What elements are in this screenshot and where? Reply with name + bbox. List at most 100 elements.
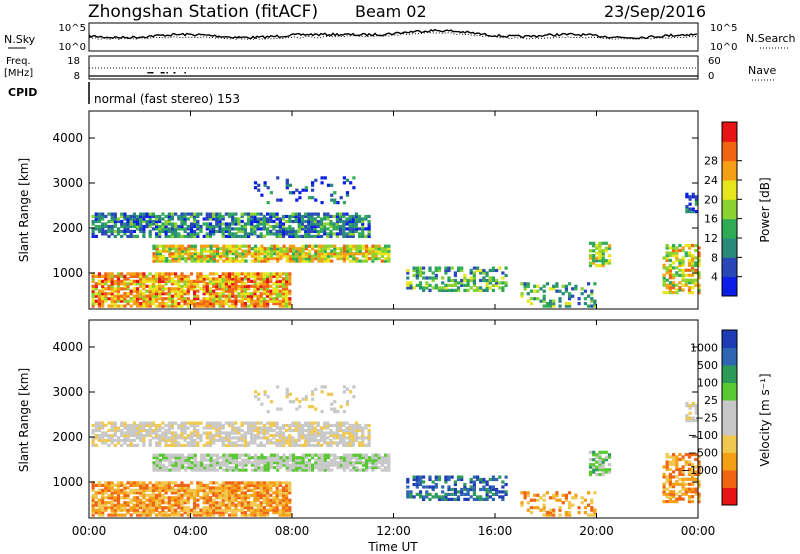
velocity-cell [161, 493, 165, 497]
velocity-cell [374, 456, 378, 460]
power-cell [199, 287, 203, 291]
velocity-cell [193, 488, 197, 492]
velocity-cell [342, 466, 346, 470]
velocity-cell [681, 477, 685, 481]
velocity-cell [463, 492, 467, 496]
power-cell [94, 287, 98, 291]
velocity-cell [148, 433, 152, 438]
velocity-cell [129, 426, 133, 430]
velocity-cell [142, 493, 146, 497]
velocity-cell [358, 441, 362, 445]
velocity-cell [675, 500, 679, 504]
power-cell [196, 279, 200, 283]
power-cell [208, 224, 213, 229]
velocity-cell [120, 421, 124, 425]
velocity-cell [234, 488, 238, 492]
velocity-cell [545, 513, 549, 517]
power-cell [371, 247, 375, 251]
power-cell [151, 214, 155, 219]
power-cell [260, 259, 264, 263]
velocity-cell [288, 468, 292, 472]
power-cell [282, 254, 286, 258]
power-cell [697, 251, 701, 255]
velocity-cell [187, 458, 191, 462]
velocity-cell [330, 463, 334, 467]
power-cell [348, 219, 352, 224]
power-cell [253, 252, 258, 256]
power-cell [237, 219, 241, 224]
power-cell [187, 254, 191, 258]
power-cell [218, 217, 222, 221]
power-cell [132, 302, 136, 306]
freq-dip-dot [173, 72, 176, 74]
power-cell [607, 254, 612, 258]
velocity-cell [678, 482, 682, 486]
velocity-cell [135, 488, 140, 492]
power-cell [200, 254, 204, 258]
power-cell [536, 297, 540, 301]
velocity-cell [206, 458, 210, 462]
velocity-cell [234, 428, 238, 433]
velocity-cell [272, 428, 276, 433]
power-cell [142, 229, 146, 233]
power-cell [688, 210, 692, 214]
velocity-cell [266, 488, 270, 492]
power-cell [320, 247, 324, 251]
velocity-cell [148, 428, 152, 433]
power-cell [279, 198, 283, 202]
velocity-cell [215, 463, 220, 467]
power-cell [177, 227, 181, 231]
power-cell [307, 249, 312, 253]
power-cell [453, 288, 457, 292]
power-cell [120, 282, 124, 286]
velocity-cell [221, 486, 225, 490]
power-cell [225, 257, 229, 261]
freq-tick-bottom: 8 [74, 71, 80, 82]
velocity-cell [330, 453, 334, 457]
power-cell [174, 304, 178, 308]
velocity-cell [142, 508, 146, 512]
power-cell [260, 193, 264, 197]
velocity-cell [104, 438, 108, 442]
power-cell [469, 286, 473, 290]
velocity-cell [469, 485, 473, 489]
power-cell [278, 217, 282, 221]
velocity-cell [139, 423, 143, 428]
velocity-cell [275, 511, 279, 515]
power-cell [269, 294, 273, 298]
power-cell [314, 252, 318, 256]
velocity-cell [167, 503, 171, 507]
velocity-cell [472, 490, 476, 494]
power-cell [298, 254, 302, 258]
power-cell [177, 304, 181, 308]
power-cell [91, 304, 95, 308]
power-cell [668, 283, 672, 287]
power-cell [498, 266, 502, 270]
power-cell [250, 304, 254, 308]
velocity-cell [101, 436, 105, 440]
velocity-cell [250, 483, 254, 487]
power-cell [243, 229, 247, 233]
power-cell [256, 299, 260, 303]
velocity-cell [691, 500, 695, 504]
velocity-cell [97, 433, 102, 438]
velocity-cell [368, 456, 372, 460]
velocity-cell [113, 491, 117, 495]
power-cell [161, 227, 165, 231]
velocity-cell [183, 483, 187, 487]
power-cell [260, 252, 264, 256]
velocity-cell [285, 395, 289, 399]
power-cell [212, 257, 216, 261]
power-cell [94, 214, 98, 219]
velocity-cell [368, 466, 372, 470]
power-cell [177, 244, 181, 248]
power-cell [352, 247, 356, 251]
power-cell [463, 273, 467, 278]
power-cell [244, 254, 248, 258]
velocity-cell [231, 508, 235, 512]
power-cell [533, 284, 537, 288]
velocity-cell [101, 423, 105, 428]
velocity-cell [218, 436, 222, 440]
velocity-cell [97, 488, 102, 492]
velocity-cell [186, 436, 190, 440]
